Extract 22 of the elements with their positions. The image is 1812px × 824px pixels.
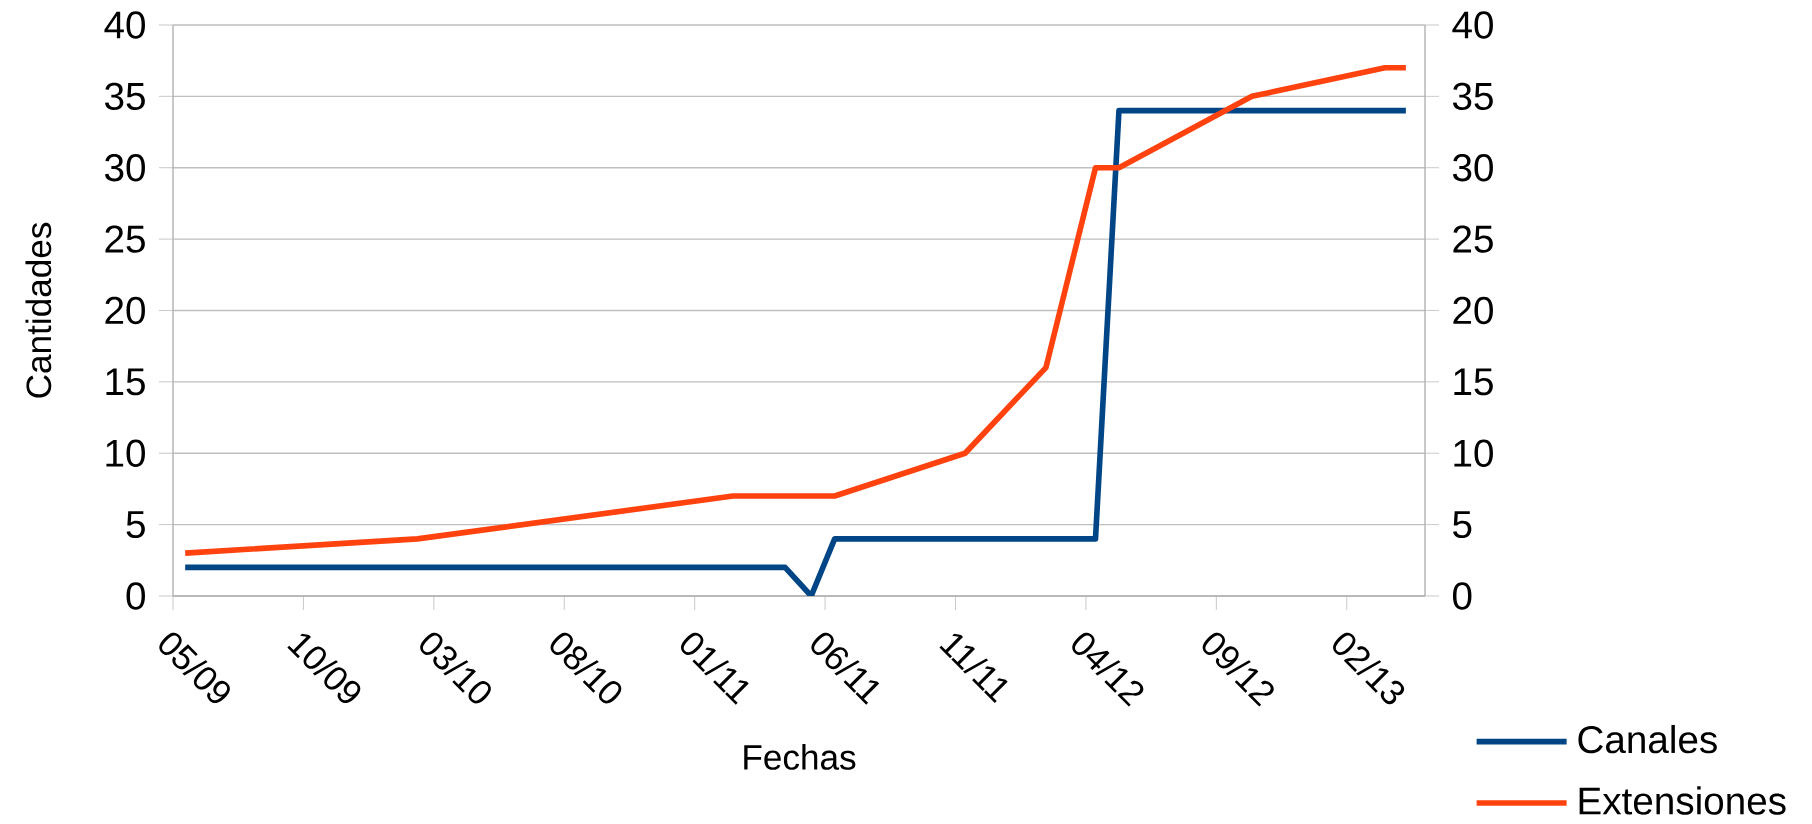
legend-label: Extensiones	[1579, 786, 1786, 815]
y2-tick-label: 15	[1454, 368, 1493, 396]
y-tick-label: 15	[106, 368, 145, 396]
y2-tick-label: 35	[1452, 82, 1493, 111]
y2-tick-label: 20	[1453, 296, 1493, 325]
y-tick-label: 40	[104, 11, 145, 39]
y2-tick-label: 30	[1452, 154, 1493, 182]
legend-label: Canales	[1578, 724, 1717, 754]
y2-tick-label: 10	[1454, 439, 1493, 467]
y-tick-label: 0	[126, 582, 145, 610]
x-axis-title: Fechas	[744, 744, 856, 770]
y2-tick-label: 5	[1453, 511, 1472, 539]
y-tick-label: 10	[106, 439, 145, 467]
y-tick-label: 20	[105, 296, 145, 325]
y-axis-title: Cantidades	[25, 222, 52, 398]
y2-tick-label: 0	[1452, 582, 1472, 610]
y-tick-label: 25	[105, 225, 145, 253]
y-tick-label: 30	[105, 154, 145, 182]
y2-tick-label: 40	[1452, 11, 1493, 39]
y-tick-label: 35	[105, 82, 145, 111]
y-tick-label: 5	[126, 511, 145, 539]
y2-tick-label: 25	[1453, 225, 1493, 253]
